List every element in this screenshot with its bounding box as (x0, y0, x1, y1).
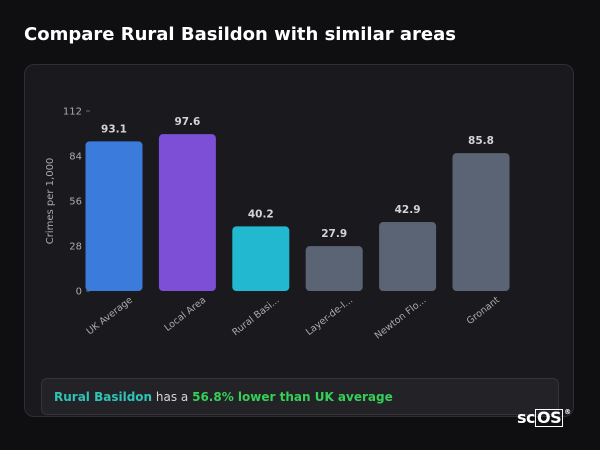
summary-comparison: 56.8% lower than UK average (192, 389, 393, 404)
bar-uk-average (85, 141, 143, 291)
bar-value-label: 85.8 (468, 135, 494, 147)
logo-boxed-text: OS (535, 408, 564, 427)
x-category-label: Gronant (465, 295, 502, 328)
logo-registered-mark: ® (564, 408, 571, 416)
comparison-summary: Rural Basildon has a 56.8% lower than UK… (41, 378, 559, 415)
y-tick-label: 0 (76, 287, 82, 298)
y-axis-label: Crimes per 1,000 (45, 158, 56, 245)
bar-local-area (158, 134, 216, 291)
x-category-label: Local Area (162, 295, 208, 334)
bar-layer-de-l (305, 246, 363, 291)
chart-card: Crimes per 1,000 0 28 56 84 112 93.1 UK Average… (24, 64, 574, 417)
y-tick-label: 56 (69, 197, 82, 208)
bar-value-label: 27.9 (321, 228, 347, 240)
y-tick-label: 84 (69, 152, 82, 163)
bar-value-label: 97.6 (174, 116, 200, 128)
page-title: Compare Rural Basildon with similar area… (24, 24, 456, 45)
y-tick-label: 28 (69, 242, 82, 253)
bar-value-label: 40.2 (248, 208, 274, 220)
x-category-label: UK Average (85, 295, 135, 338)
summary-area-name: Rural Basildon (54, 389, 153, 404)
bar-rural-basi (232, 226, 290, 291)
summary-connector: has a (152, 389, 193, 404)
x-category-label: Layer-de-l... (304, 295, 355, 338)
x-category-label: Newton Flo... (373, 295, 429, 342)
bar-chart: Crimes per 1,000 0 28 56 84 112 93.1 UK Average… (45, 107, 510, 342)
scos-logo: sc OS ® (517, 408, 571, 427)
bar-value-label: 42.9 (395, 204, 421, 216)
bar-gronant (452, 153, 510, 291)
x-category-label: Rural Basi... (230, 295, 281, 339)
y-tick-label: 112 (63, 107, 82, 118)
bar-value-label: 93.1 (101, 123, 127, 135)
bar-newton-flo (379, 222, 437, 291)
logo-prefix: sc (517, 408, 536, 427)
